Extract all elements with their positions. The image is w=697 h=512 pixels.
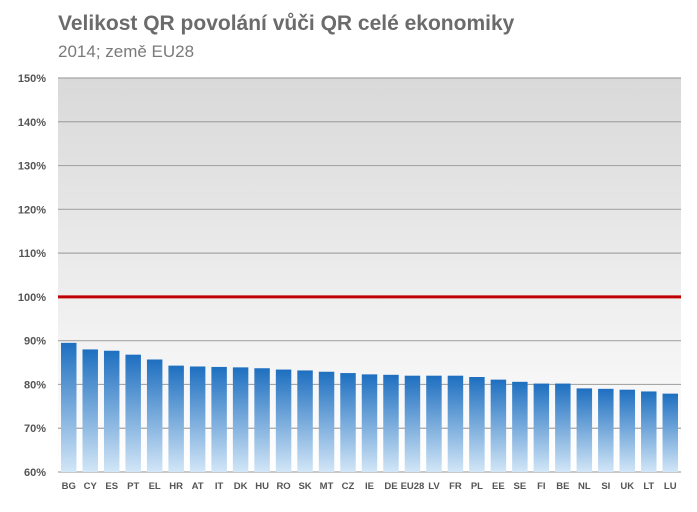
bar-pt — [125, 354, 141, 472]
bar-ie — [361, 374, 378, 472]
x-tick-label: MT — [320, 481, 334, 492]
bar-eu28 — [404, 375, 421, 472]
x-tick-label: EE — [492, 481, 505, 492]
x-tick-label: BE — [556, 481, 569, 492]
y-tick-label: 60% — [24, 467, 46, 479]
x-tick-label: FR — [449, 481, 462, 492]
x-tick-label: HU — [255, 481, 269, 492]
x-tick-label: LT — [643, 481, 654, 492]
x-tick-label: SI — [601, 481, 610, 492]
bar-hr — [168, 365, 184, 472]
x-tick-label: RO — [276, 481, 290, 492]
y-tick-label: 80% — [24, 379, 46, 391]
bar-it — [211, 366, 227, 472]
y-tick-label: 90% — [24, 336, 46, 348]
x-tick-label: UK — [620, 481, 634, 492]
x-tick-label: IT — [215, 481, 224, 492]
x-tick-label: EL — [149, 481, 161, 492]
bar-lt — [641, 391, 657, 472]
bar-es — [103, 350, 120, 472]
bar-uk — [619, 389, 636, 472]
bar-cz — [340, 373, 356, 472]
x-tick-label: CY — [84, 481, 98, 492]
bar-mt — [318, 371, 335, 472]
y-tick-label: 130% — [18, 161, 46, 173]
x-tick-label: HR — [169, 481, 183, 492]
bar-ro — [275, 369, 292, 472]
x-tick-label: CZ — [342, 481, 355, 492]
x-tick-label: NL — [578, 481, 591, 492]
x-tick-label: AT — [192, 481, 204, 492]
y-tick-label: 70% — [24, 423, 46, 435]
x-tick-label: DE — [384, 481, 397, 492]
x-tick-label: LU — [664, 481, 677, 492]
chart-title: Velikost QR povolání vůči QR celé ekonom… — [58, 12, 515, 35]
x-tick-label: DK — [234, 481, 248, 492]
bar-fi — [533, 383, 550, 472]
x-tick-label: IE — [365, 481, 374, 492]
bar-bg — [61, 342, 77, 472]
bar-se — [512, 381, 528, 472]
x-tick-label: SK — [298, 481, 311, 492]
y-tick-label: 120% — [18, 204, 46, 216]
x-tick-label: EU28 — [401, 481, 425, 492]
bar-el — [146, 359, 163, 472]
bar-si — [598, 388, 614, 472]
bar-hu — [254, 368, 270, 472]
y-tick-label: 110% — [18, 248, 46, 260]
bar-cy — [82, 349, 98, 472]
bar-de — [383, 374, 399, 472]
x-tick-label: FI — [537, 481, 545, 492]
bar-sk — [297, 370, 313, 472]
x-tick-label: PT — [127, 481, 139, 492]
bar-fr — [447, 375, 464, 472]
bar-nl — [576, 388, 593, 472]
x-tick-label: BG — [62, 481, 76, 492]
bar-ee — [490, 379, 507, 472]
y-tick-label: 150% — [18, 73, 46, 85]
bar-lu — [662, 393, 678, 472]
y-tick-label: 100% — [18, 292, 46, 304]
chart-subtitle: 2014; země EU28 — [58, 42, 195, 61]
bar-at — [189, 366, 206, 472]
x-tick-label: PL — [471, 481, 483, 492]
bar-be — [555, 383, 571, 472]
y-tick-label: 140% — [18, 117, 46, 129]
x-tick-label: LV — [428, 481, 440, 492]
x-tick-label: ES — [105, 481, 118, 492]
bar-dk — [232, 367, 249, 472]
bar-pl — [469, 377, 485, 472]
x-tick-label: SE — [514, 481, 527, 492]
bar-lv — [426, 375, 442, 472]
